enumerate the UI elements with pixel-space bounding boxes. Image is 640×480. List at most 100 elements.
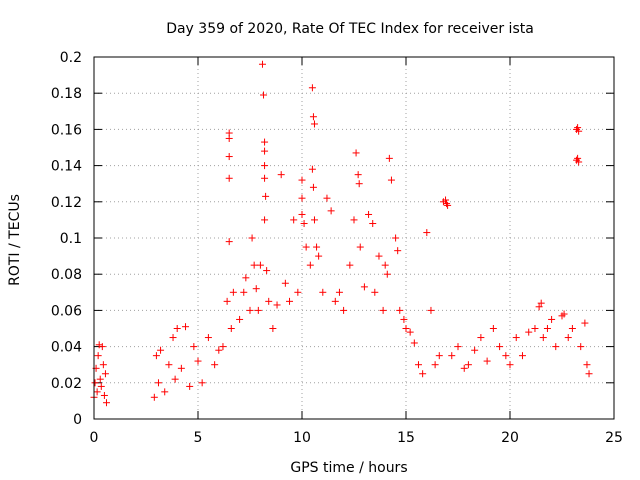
x-tick-label: 0 [90, 430, 99, 446]
data-point [308, 165, 316, 173]
data-point [152, 352, 160, 360]
data-point [177, 364, 185, 372]
data-point [585, 370, 593, 378]
data-point [165, 361, 173, 369]
data-point [543, 325, 551, 332]
data-point [229, 288, 237, 296]
data-point [252, 285, 260, 293]
data-point [306, 261, 314, 269]
data-point [564, 334, 572, 342]
data-point [568, 325, 576, 332]
data-point [246, 306, 254, 314]
data-point [298, 210, 306, 218]
data-point [319, 288, 327, 296]
data-point [261, 147, 269, 155]
data-point [575, 158, 583, 166]
data-point [454, 343, 462, 351]
x-axis-label: GPS time / hours [290, 460, 407, 476]
data-point [204, 334, 212, 342]
y-tick-label: 0.18 [51, 86, 82, 102]
data-point [444, 201, 452, 209]
data-point [583, 361, 591, 369]
data-point [194, 357, 202, 365]
data-point [360, 283, 368, 291]
data-point [496, 343, 504, 351]
data-point [190, 343, 198, 351]
data-point [539, 334, 547, 342]
data-point [161, 388, 169, 396]
plot-frame [93, 56, 615, 420]
y-tick-label: 0.08 [51, 267, 82, 283]
data-point [173, 325, 181, 332]
data-point [242, 274, 250, 282]
data-point [100, 391, 108, 399]
data-point [502, 352, 510, 360]
data-point [94, 352, 102, 360]
data-points [90, 60, 593, 407]
data-point [471, 346, 479, 354]
data-point [154, 379, 162, 387]
data-point [310, 120, 318, 128]
data-point [101, 370, 109, 378]
data-point [352, 149, 360, 157]
data-point [331, 297, 339, 305]
axes: 0 0.02 0.04 0.06 0.08 0.1 0.12 0.14 0.16 0.18 0.2 0… [51, 50, 623, 446]
data-point [489, 325, 497, 332]
x-tick-label: 5 [194, 430, 203, 446]
data-point [302, 243, 310, 251]
data-point [427, 306, 435, 314]
data-point [261, 162, 269, 170]
chart-title: Day 359 of 2020, Rate Of TEC Index for r… [166, 21, 534, 37]
data-point [371, 288, 379, 296]
data-point [225, 174, 233, 182]
data-point [323, 194, 331, 202]
data-point [97, 382, 105, 390]
data-point [236, 315, 244, 323]
data-point [442, 196, 450, 204]
y-tick-label: 0.04 [51, 340, 82, 356]
data-point [410, 339, 418, 347]
data-point [198, 379, 206, 387]
data-point [263, 267, 271, 275]
data-point [256, 261, 264, 269]
data-point [448, 352, 456, 360]
data-point [392, 234, 400, 242]
data-point [577, 343, 585, 351]
data-point [574, 154, 582, 162]
data-point [260, 91, 268, 99]
data-point [309, 113, 317, 121]
data-point [355, 180, 363, 188]
data-point [414, 361, 422, 369]
data-point [93, 388, 101, 396]
data-point [537, 299, 545, 307]
data-point [548, 315, 556, 323]
data-point [240, 288, 248, 296]
data-point [560, 310, 568, 318]
y-tick-label: 0.14 [51, 159, 82, 175]
data-point [512, 334, 520, 342]
data-point [95, 341, 103, 349]
data-point [419, 370, 427, 378]
data-point [182, 323, 190, 331]
data-point [406, 328, 414, 336]
data-point [225, 238, 233, 246]
data-point [281, 279, 289, 287]
y-tick-label: 0.16 [51, 122, 82, 138]
data-point [300, 220, 308, 228]
y-tick-label: 0.12 [51, 195, 82, 211]
data-point [98, 343, 106, 351]
y-tick-label: 0.2 [60, 50, 82, 66]
data-point [402, 325, 410, 332]
data-point [171, 375, 179, 383]
data-point [261, 216, 269, 224]
data-point [387, 176, 395, 184]
data-point [525, 328, 533, 336]
data-point [261, 138, 269, 146]
data-point [310, 216, 318, 224]
data-point [483, 357, 491, 365]
data-point [383, 270, 391, 278]
data-point [477, 334, 485, 342]
data-point [219, 343, 227, 351]
data-point [460, 364, 468, 372]
data-point [431, 361, 439, 369]
